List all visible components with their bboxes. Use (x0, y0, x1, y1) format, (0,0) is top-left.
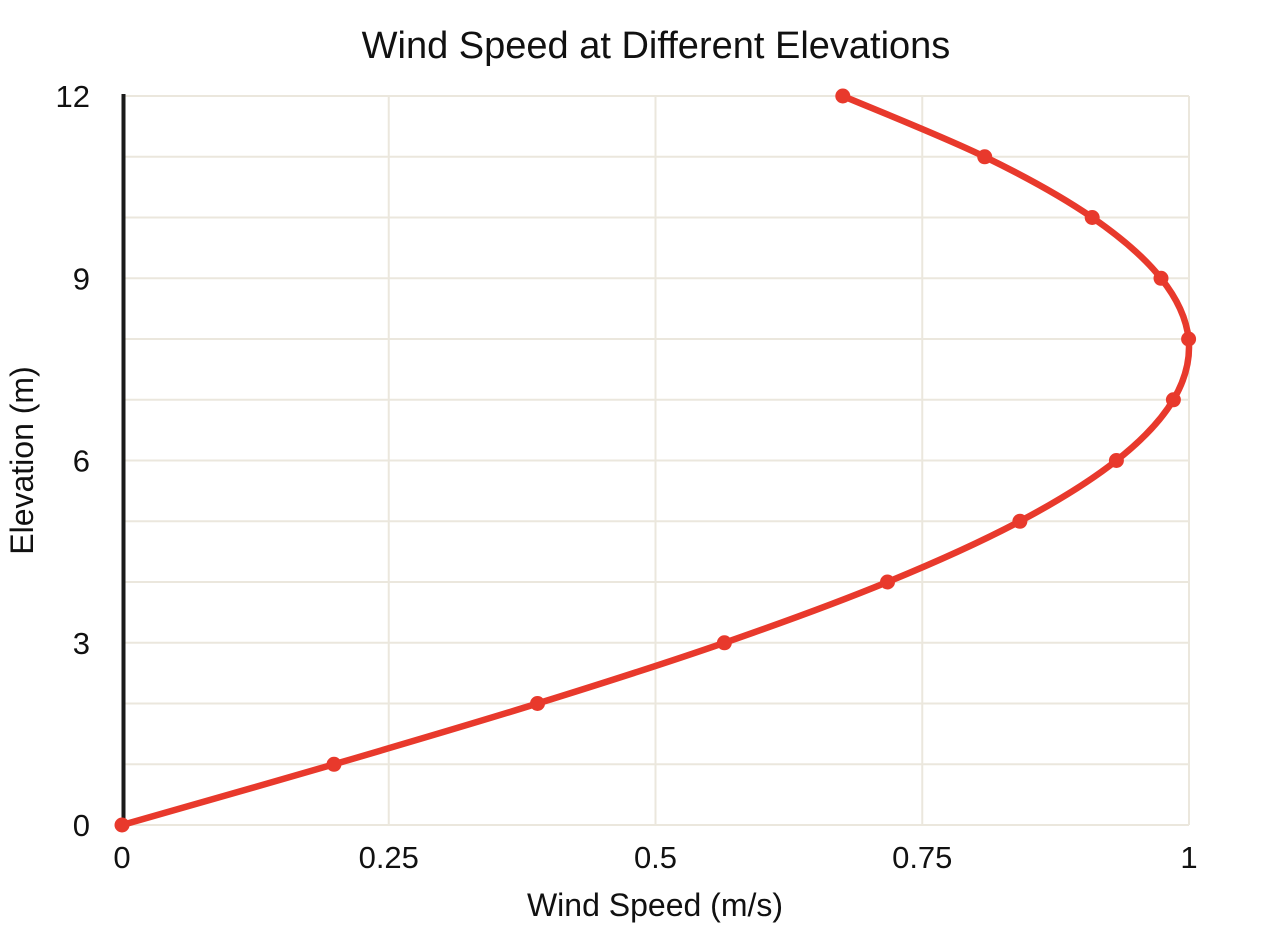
x-tick-label: 1 (1180, 840, 1197, 875)
data-point-marker (326, 756, 342, 772)
data-point-marker (530, 696, 545, 711)
data-point-marker (1108, 453, 1124, 468)
y-tick-label: 3 (73, 626, 90, 661)
data-point-marker (977, 149, 993, 165)
data-point-marker (1153, 270, 1169, 286)
series-layer (114, 88, 1197, 833)
data-point-marker (1012, 513, 1028, 529)
x-tick-label: 0.25 (359, 840, 419, 875)
data-point-marker (114, 817, 130, 833)
data-point-marker (1181, 331, 1197, 347)
x-axis-label: Wind Speed (m/s) (527, 887, 783, 923)
y-tick-label: 0 (73, 808, 90, 843)
y-tick-label: 12 (56, 79, 90, 114)
x-tick-label: 0 (113, 840, 130, 875)
data-point-marker (835, 88, 851, 104)
data-point-marker (716, 635, 732, 651)
chart-title: Wind Speed at Different Elevations (362, 25, 951, 67)
data-point-marker (880, 574, 895, 590)
y-axis-label: Elevation (m) (4, 366, 40, 555)
x-tick-label: 0.5 (634, 840, 677, 875)
data-point-marker (1084, 210, 1100, 225)
data-point-marker (1165, 392, 1181, 408)
x-tick-label: 0.75 (892, 840, 952, 875)
y-tick-label: 6 (73, 444, 90, 479)
gridlines-layer (122, 95, 1190, 826)
y-tick-label: 9 (73, 261, 90, 296)
tick-labels-layer: 0 0.25 0.5 0.75 1 0 3 6 9 12 (56, 79, 1198, 875)
